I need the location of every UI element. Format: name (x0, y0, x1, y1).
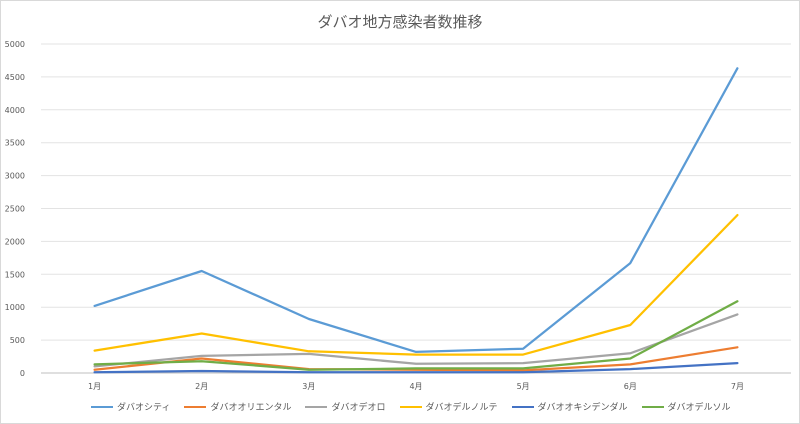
y-tick-label: 1000 (5, 303, 25, 312)
legend-swatch (91, 405, 113, 408)
series-line-5 (93, 361, 739, 374)
legend-item: ダバオオキシデンダル (511, 400, 628, 413)
chart-title: ダバオ地方感染者数推移 (317, 13, 483, 31)
legend-item: ダバオオリエンタル (184, 400, 291, 413)
y-tick-label: 4500 (5, 73, 25, 82)
series-line-4 (93, 213, 739, 356)
legend-label: ダバオデルソル (667, 403, 731, 413)
x-tick-label: 3月 (302, 382, 315, 391)
legend-item: ダバオシティ (91, 400, 170, 413)
y-tick-label: 5000 (5, 40, 25, 49)
x-tick-label: 6月 (624, 382, 637, 391)
legend-label: ダバオオリエンタル (210, 403, 292, 413)
x-tick-label: 2月 (195, 382, 208, 391)
y-tick-label: 0 (20, 369, 25, 378)
y-tick-label: 2500 (5, 205, 25, 214)
y-tick-label: 1500 (5, 270, 25, 279)
legend-label: ダバオシティ (117, 403, 171, 413)
series-line-3 (93, 313, 739, 368)
legend-label: ダバオオキシデンダル (537, 403, 628, 413)
chart-legend: ダバオシティ ダバオオリエンタル ダバオデオロ ダバオデルノルテ ダバオオキシデンダル ダ… (91, 400, 731, 413)
legend-item: ダバオデオロ (305, 400, 386, 413)
x-tick-label: 1月 (88, 382, 101, 391)
series-line-2 (93, 346, 739, 372)
y-tick-label: 3000 (5, 172, 25, 181)
legend-swatch (399, 405, 422, 408)
x-tick-label: 5月 (517, 382, 530, 391)
y-tick-label: 4000 (5, 106, 25, 115)
y-tick-label: 500 (10, 336, 25, 345)
legend-swatch (641, 405, 664, 408)
legend-swatch (184, 405, 207, 408)
series-line-1 (93, 67, 739, 354)
legend-label: ダバオデオロ (331, 403, 386, 413)
legend-label: ダバオデルノルテ (425, 403, 498, 413)
legend-swatch (511, 405, 534, 408)
legend-swatch (305, 405, 328, 408)
series-line-6 (93, 300, 739, 371)
x-tick-label: 7月 (731, 382, 744, 391)
y-tick-label: 3500 (5, 139, 25, 148)
x-tick-label: 4月 (409, 382, 422, 391)
legend-item: ダバオデルソル (641, 400, 731, 413)
legend-item: ダバオデルノルテ (399, 400, 498, 413)
y-tick-label: 2000 (5, 237, 25, 246)
